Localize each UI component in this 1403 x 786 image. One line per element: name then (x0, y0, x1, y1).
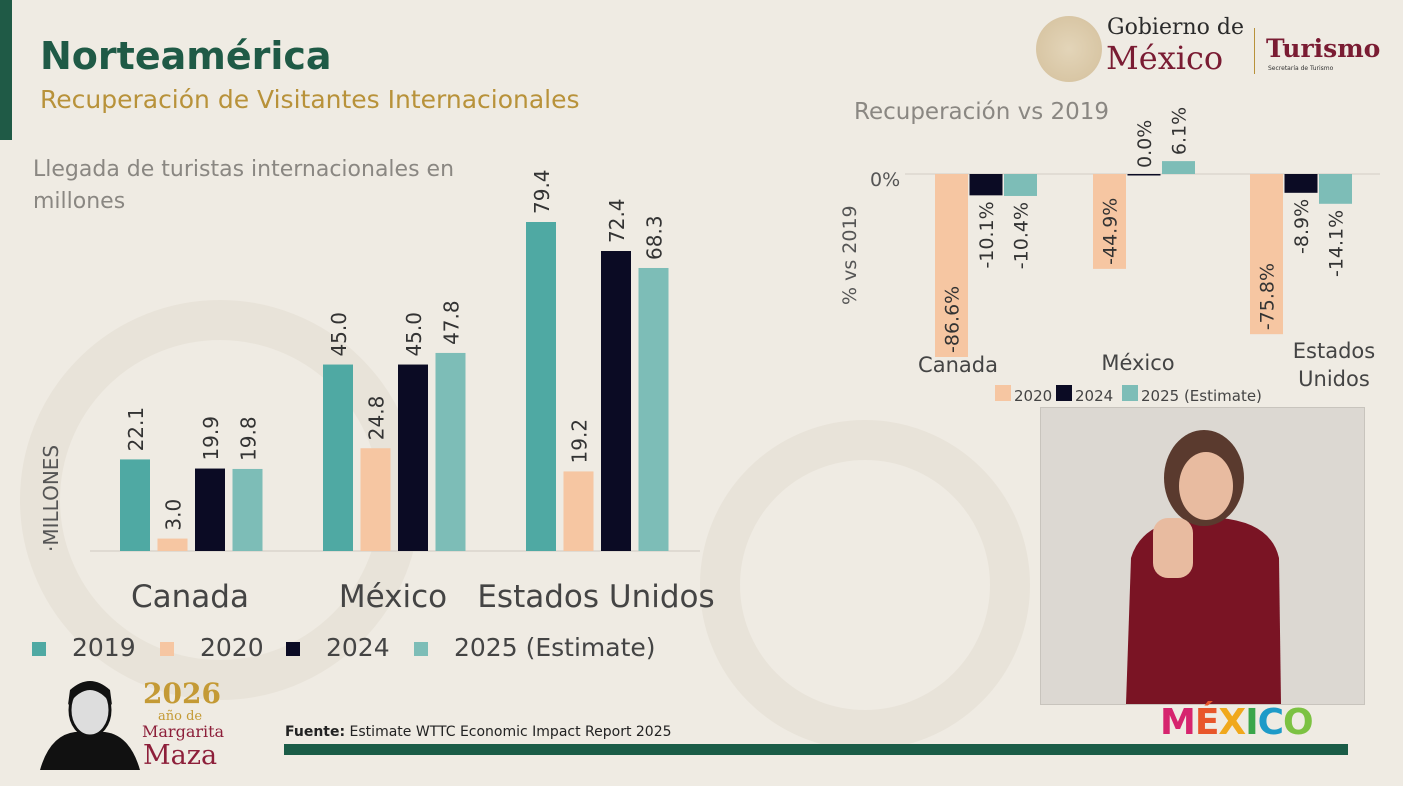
logo-divider (1254, 28, 1255, 74)
coat-of-arms-logo (1036, 16, 1102, 82)
bar-2019 (323, 364, 353, 551)
source-text: Estimate WTTC Economic Impact Report 202… (349, 724, 672, 740)
data-label: 19.2 (568, 419, 592, 464)
bar-2020 (1093, 174, 1126, 269)
legend-label: 2020 (200, 633, 264, 662)
legend-label: 2024 (1075, 387, 1113, 405)
data-label: 19.9 (199, 416, 223, 461)
page-title: Norteamérica (40, 34, 332, 78)
category-label: Estados (1293, 339, 1375, 363)
data-label: -86.6% (942, 286, 964, 353)
bar-2020 (157, 538, 188, 551)
data-label: 47.8 (440, 300, 464, 345)
category-label: Estados Unidos (477, 579, 714, 615)
gobierno-logo-mexico: México (1106, 39, 1224, 77)
margarita-maza-portrait (40, 680, 140, 770)
legend-swatch (160, 642, 174, 656)
margarita-year: 2026 (143, 677, 221, 710)
margarita-name: Margarita (142, 722, 225, 741)
right-chart-title: Recuperación vs 2019 (854, 99, 1110, 125)
y-axis-label: ·MILLONES (39, 445, 63, 552)
data-label: -8.9% (1291, 199, 1313, 254)
bar-2020 (935, 174, 968, 357)
category-label: México (339, 579, 447, 615)
bar-2025 (1004, 174, 1037, 196)
bar-2025 (232, 468, 263, 551)
legend-label: 2019 (72, 633, 136, 662)
interpreter-silhouette (1126, 430, 1281, 704)
y-axis-label: % vs 2019 (839, 205, 861, 305)
data-label: 6.1% (1169, 107, 1191, 155)
bar-2024 (398, 364, 428, 551)
brand-letter: C (1257, 702, 1284, 743)
data-label: -14.1% (1326, 210, 1348, 277)
source-note: Fuente: Estimate WTTC Economic Impact Re… (285, 724, 672, 740)
brand-letter: O (1283, 702, 1314, 743)
data-label: -75.8% (1257, 263, 1279, 330)
data-label: -10.1% (976, 201, 998, 268)
data-label: 45.0 (327, 312, 351, 357)
bar-2019 (120, 459, 150, 551)
data-label: 19.8 (237, 416, 261, 461)
data-label: -44.9% (1100, 198, 1122, 265)
data-label: 24.8 (365, 396, 389, 441)
bar-2020 (563, 471, 594, 551)
gobierno-logo-text: Gobierno de (1107, 15, 1244, 40)
turismo-subtitle: Secretaría de Turismo (1268, 65, 1334, 72)
brand-letter: X (1218, 702, 1246, 743)
legend-label: 2025 (Estimate) (454, 633, 656, 662)
bar-2020 (1250, 174, 1283, 335)
legend-label: 2024 (326, 633, 390, 662)
legend-swatch (1122, 385, 1138, 401)
bar-2019 (526, 222, 556, 551)
bar-2024 (969, 174, 1003, 196)
data-label: 68.3 (643, 215, 667, 260)
legend-swatch (414, 642, 428, 656)
brand-letter: É (1194, 702, 1220, 743)
data-label: 22.1 (124, 407, 148, 452)
data-label: -10.4% (1011, 202, 1033, 269)
legend-swatch (1056, 385, 1072, 401)
margarita-surname: Maza (143, 740, 218, 771)
legend-swatch (32, 642, 46, 656)
category-label: Canada (918, 353, 998, 377)
accent-bar (0, 0, 12, 140)
legend-swatch (286, 642, 300, 656)
category-label: México (1101, 351, 1174, 375)
data-label: 3.0 (162, 499, 186, 531)
page-subtitle: Recuperación de Visitantes Internacional… (40, 85, 580, 114)
brand-letter: I (1245, 702, 1258, 743)
data-label: 72.4 (605, 198, 629, 243)
source-label: Fuente: (285, 724, 346, 740)
bar-2024 (1284, 174, 1318, 193)
y-tick-label: 0% (870, 169, 900, 191)
bar-2024 (195, 468, 225, 551)
footer-line (284, 744, 1348, 755)
legend-swatch (995, 385, 1011, 401)
legend-label: 2025 (Estimate) (1141, 387, 1262, 405)
bar-2025 (1162, 161, 1195, 174)
margarita-ano: año de (158, 709, 203, 724)
bar-2025 (638, 267, 669, 551)
brand-letter: M (1160, 702, 1196, 743)
turismo-logo: Turismo (1266, 34, 1381, 63)
bar-2024 (601, 251, 631, 551)
bar-2024 (1127, 174, 1161, 176)
bar-2020 (360, 448, 391, 551)
category-label: Canada (131, 579, 249, 615)
data-label: 0.0% (1134, 120, 1156, 168)
legend-label: 2020 (1014, 387, 1052, 405)
sign-language-interpreter-video (1040, 407, 1365, 705)
data-label: 79.4 (530, 169, 554, 214)
bar-2025 (1319, 174, 1352, 204)
mexico-brand-logo: MÉXICO (1160, 702, 1314, 743)
category-label: Unidos (1298, 367, 1370, 391)
left-chart-title: Llegada de turistas internacionales en m… (33, 157, 455, 214)
bar-2025 (435, 352, 466, 551)
data-label: 45.0 (402, 312, 426, 357)
